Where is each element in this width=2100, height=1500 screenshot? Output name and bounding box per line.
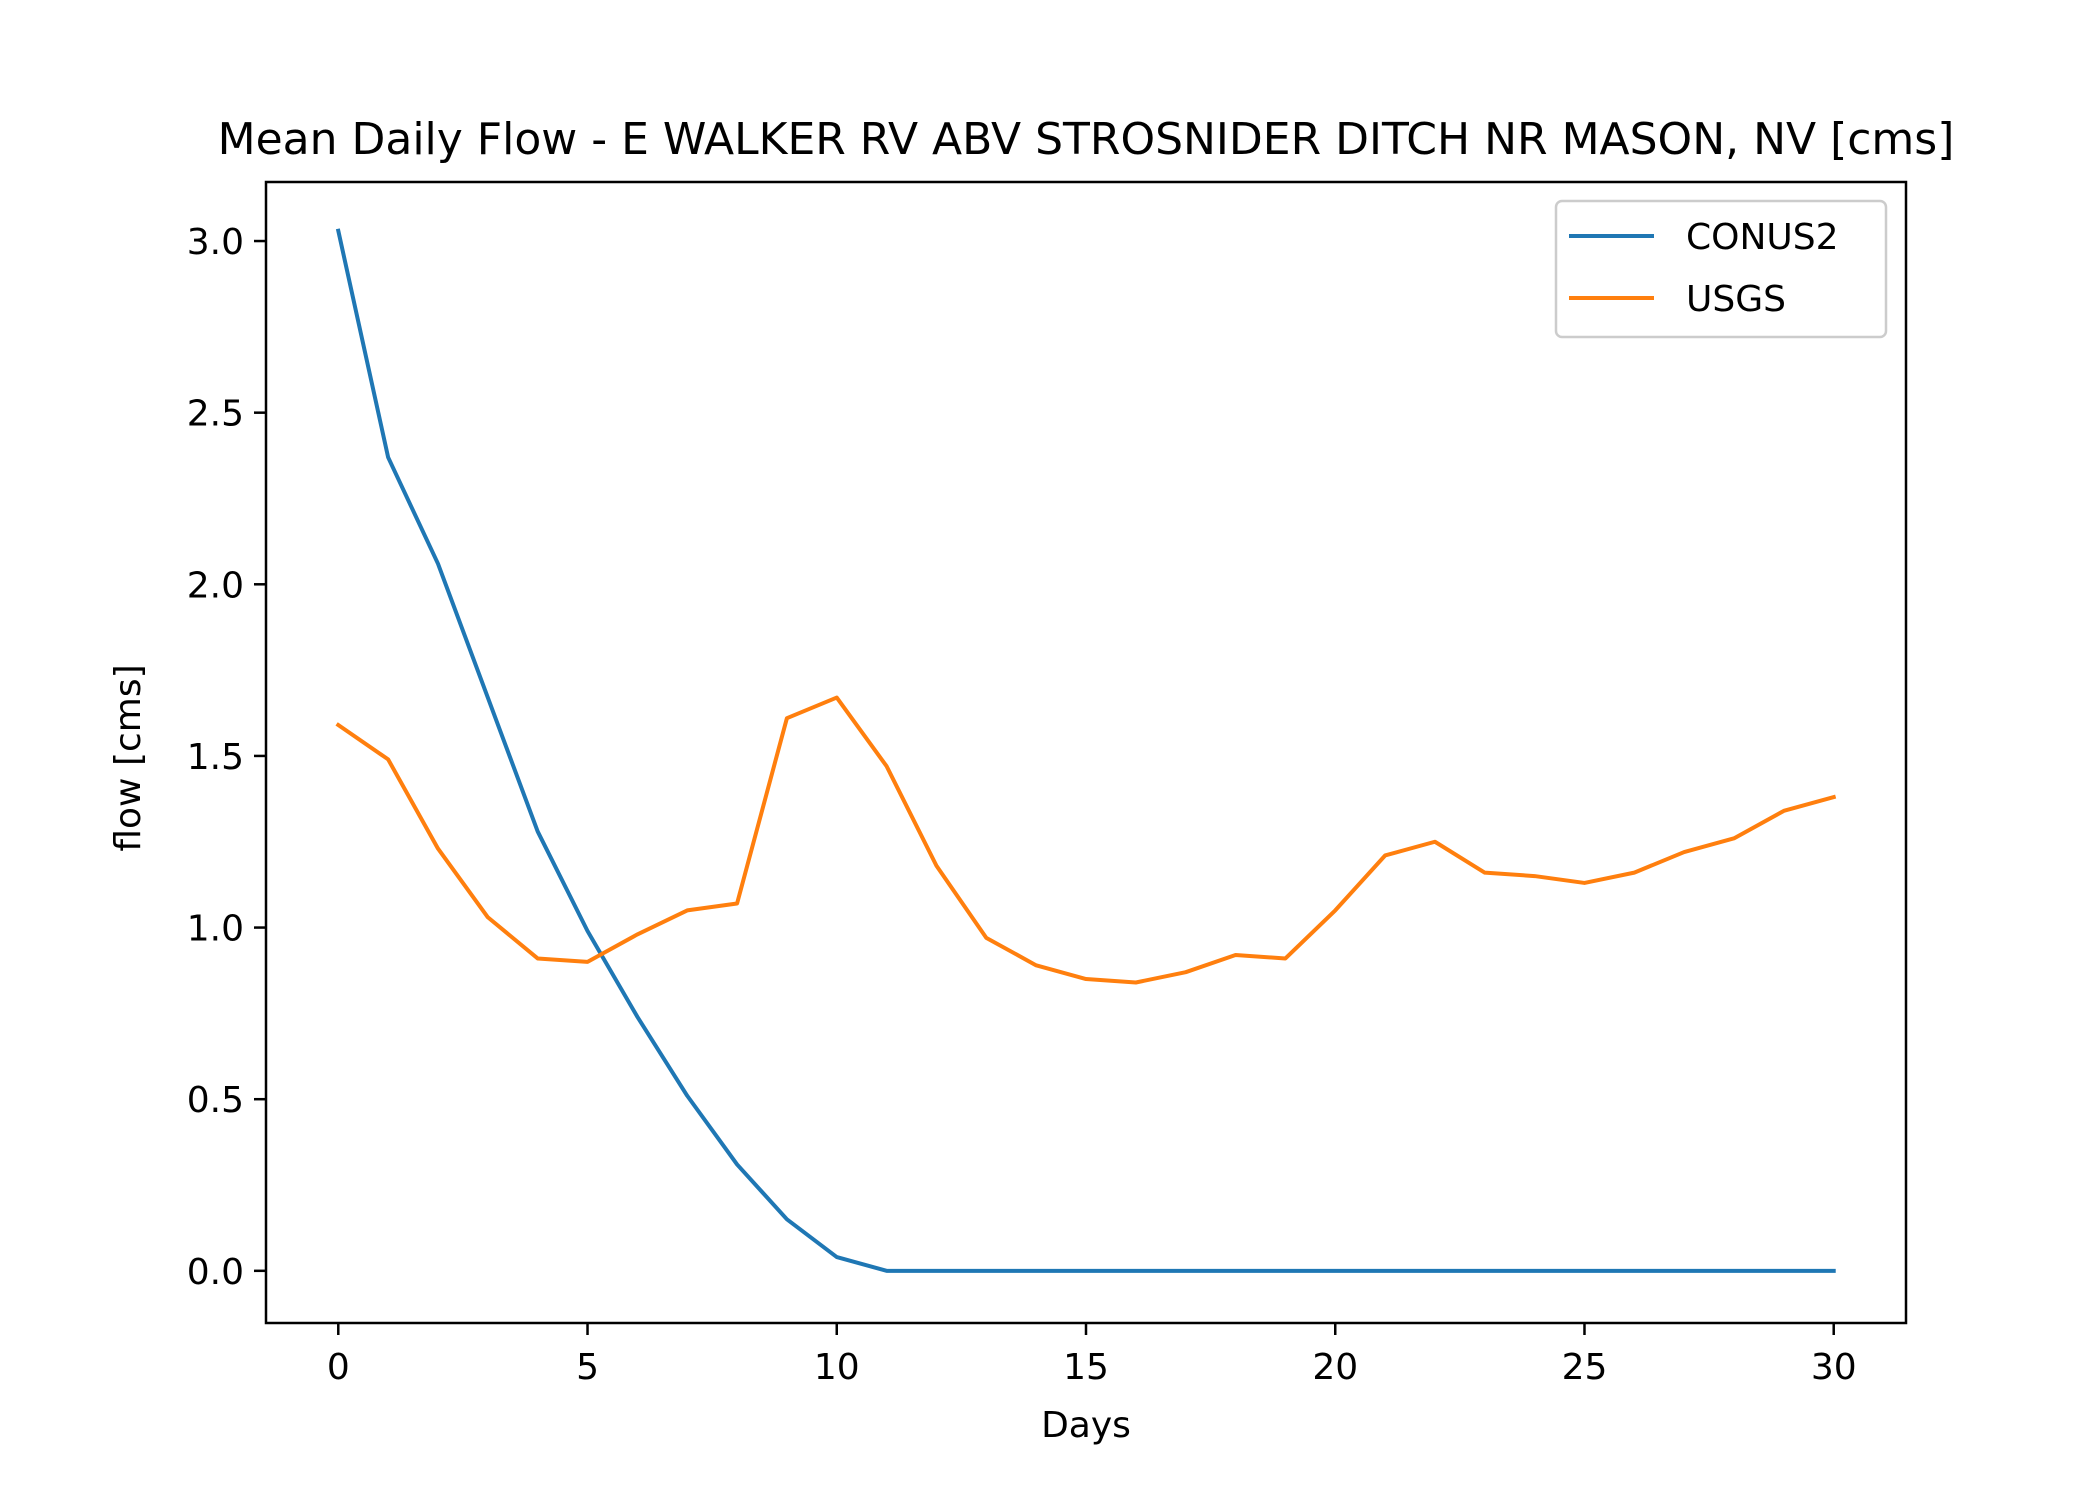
series-line-conus2 <box>335 228 1836 1273</box>
x-tick-label: 25 <box>1562 1347 1608 1388</box>
x-tick-label: 15 <box>1063 1347 1109 1388</box>
y-tick-label: 0.5 <box>187 1080 244 1121</box>
y-tick-label: 2.0 <box>187 565 244 606</box>
x-tick-label: 30 <box>1811 1347 1857 1388</box>
legend: CONUS2 USGS <box>1554 199 1888 339</box>
plot-area <box>264 180 1908 1325</box>
legend-label-usgs: USGS <box>1686 279 1786 320</box>
y-tick-label: 2.5 <box>187 394 244 435</box>
plot-background <box>266 182 1906 1323</box>
x-tick-label: 20 <box>1312 1347 1358 1388</box>
y-tick-label: 3.0 <box>187 222 244 263</box>
y-tick-label: 0.0 <box>187 1252 244 1293</box>
y-tick-label: 1.5 <box>187 737 244 778</box>
x-tick-label: 0 <box>327 1347 350 1388</box>
chart-title: Mean Daily Flow - E WALKER RV ABV STROSN… <box>218 114 1955 165</box>
y-axis-label: flow [cms] <box>108 664 149 851</box>
y-axis: 0.0 0.5 1.0 1.5 2.0 2.5 3.0 <box>187 222 266 1293</box>
x-axis: 0 5 10 15 20 25 30 <box>327 1323 1857 1388</box>
legend-label-conus2: CONUS2 <box>1686 217 1839 258</box>
x-tick-label: 10 <box>814 1347 860 1388</box>
x-axis-label: Days <box>1041 1405 1131 1446</box>
series-line-usgs <box>335 695 1837 985</box>
y-tick-label: 1.0 <box>187 909 244 950</box>
x-tick-label: 5 <box>576 1347 599 1388</box>
